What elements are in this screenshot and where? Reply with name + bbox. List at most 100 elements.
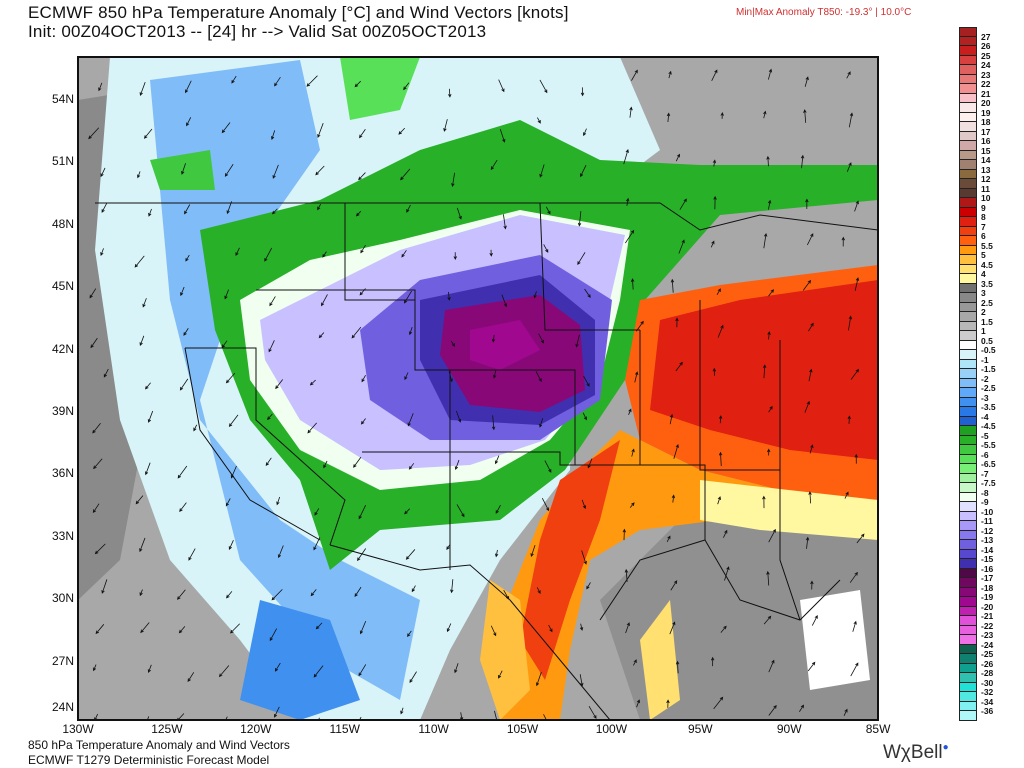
wind-arrow-icon	[454, 663, 459, 674]
wind-arrow-icon	[539, 164, 545, 178]
colorbar-label: 15	[981, 145, 991, 156]
wind-arrow-icon	[854, 453, 858, 464]
wind-arrow-icon	[808, 322, 814, 332]
wind-arrow-icon	[139, 537, 146, 553]
wind-arrow-icon	[809, 444, 814, 454]
wind-arrow-icon	[586, 582, 591, 590]
colorbar-label: 3.5	[981, 278, 993, 289]
colorbar-label: -22	[981, 620, 994, 631]
colorbar-label: 0.5	[981, 335, 993, 346]
colorbar-label: 2	[981, 307, 986, 317]
wind-arrow-icon	[723, 529, 728, 538]
wind-arrow-icon	[762, 495, 766, 509]
colorbar-swatch	[959, 103, 977, 113]
chart-title: ECMWF 850 hPa Temperature Anomaly [°C] a…	[28, 3, 569, 22]
lat-label: 24N	[51, 700, 74, 714]
wind-arrow-icon	[575, 334, 580, 348]
wind-arrow-icon	[675, 660, 680, 674]
colorbar-label: 14	[981, 155, 991, 165]
wind-arrow-icon	[228, 414, 239, 428]
wind-arrow-icon	[101, 579, 108, 594]
wind-arrow-icon	[224, 164, 234, 177]
wind-arrow-icon	[491, 415, 496, 431]
wind-arrow-icon	[317, 203, 322, 211]
colorbar-label: 21	[981, 88, 991, 99]
wind-arrow-icon	[359, 128, 366, 139]
lon-label: 95W	[687, 722, 713, 736]
colorbar-label: 10	[981, 193, 991, 203]
wind-arrow-icon	[768, 659, 775, 673]
wind-arrow-icon	[355, 210, 362, 217]
colorbar-swatch	[959, 293, 977, 303]
wind-arrow-icon	[218, 665, 230, 678]
colorbar-label: -4.5	[981, 421, 996, 431]
colorbar-label: -5.5	[981, 440, 996, 450]
wind-arrow-icon	[224, 289, 229, 300]
wind-arrow-icon	[351, 326, 362, 339]
colorbar-swatch	[959, 141, 977, 151]
wind-arrow-icon	[666, 535, 671, 542]
wind-arrow-icon	[583, 128, 587, 137]
wind-arrow-icon	[315, 622, 323, 630]
wind-arrow-icon	[447, 291, 451, 301]
wind-arrow-icon	[142, 298, 147, 308]
colorbar-label: 8	[981, 212, 986, 222]
wind-arrow-icon	[309, 379, 316, 386]
colorbar-label: -32	[981, 687, 994, 697]
wind-arrow-icon	[92, 664, 97, 672]
wind-arrow-icon	[456, 207, 462, 220]
wind-arrow-icon	[103, 368, 109, 378]
colorbar-swatch	[959, 407, 977, 417]
colorbar-label: -7	[981, 468, 989, 479]
wind-arrow-icon	[446, 543, 451, 550]
wind-arrow-icon	[718, 451, 723, 467]
wind-arrow-icon	[805, 536, 810, 549]
colorbar-label: 24	[981, 60, 991, 70]
wind-arrow-icon	[404, 290, 412, 304]
colorbar-swatch	[959, 530, 977, 540]
wind-arrow-icon	[535, 371, 542, 383]
wind-arrow-icon	[354, 586, 362, 598]
wind-arrow-icon	[276, 496, 281, 506]
wind-arrow-icon	[543, 714, 549, 720]
wind-arrow-icon	[582, 412, 587, 421]
wind-arrow-icon	[805, 198, 809, 209]
wind-vectors	[88, 68, 865, 720]
lon-label: 100W	[595, 722, 628, 736]
wind-arrow-icon	[543, 244, 549, 253]
wind-arrow-icon	[230, 623, 240, 634]
wind-arrow-icon	[630, 278, 635, 290]
wind-arrow-icon	[628, 408, 632, 415]
colorbar-label: -13	[981, 535, 994, 545]
wind-arrow-icon	[673, 444, 679, 459]
colorbar-label: 22	[981, 79, 991, 89]
wind-arrow-icon	[712, 367, 717, 376]
wind-arrow-icon	[400, 707, 404, 715]
wind-arrow-icon	[186, 117, 192, 127]
wind-arrow-icon	[450, 579, 454, 594]
wind-arrow-icon	[634, 371, 639, 383]
colorbar-swatch	[959, 426, 977, 436]
wind-arrow-icon	[490, 625, 497, 637]
wind-arrow-icon	[95, 624, 105, 635]
colorbar-label: 25	[981, 50, 991, 61]
wind-arrow-icon	[491, 334, 496, 343]
colorbar-label: -20	[981, 601, 994, 612]
wind-arrow-icon	[225, 498, 231, 507]
colorbar-label: 2.5	[981, 297, 993, 308]
wind-arrow-icon	[88, 127, 100, 140]
colorbar-label: 17	[981, 126, 991, 137]
colorbar-swatch	[959, 606, 977, 616]
colorbar-swatch	[959, 416, 977, 426]
wind-arrow-icon	[713, 696, 724, 710]
colorbar-swatch	[959, 55, 977, 65]
colorbar-swatch	[959, 388, 977, 398]
wind-arrow-icon	[544, 460, 552, 473]
wind-arrow-icon	[670, 278, 675, 293]
lat-label: 36N	[51, 466, 74, 481]
colorbar-swatch	[959, 169, 977, 179]
wind-arrow-icon	[146, 716, 150, 720]
wind-arrow-icon	[100, 248, 104, 257]
colorbar-label: -25	[981, 649, 994, 659]
